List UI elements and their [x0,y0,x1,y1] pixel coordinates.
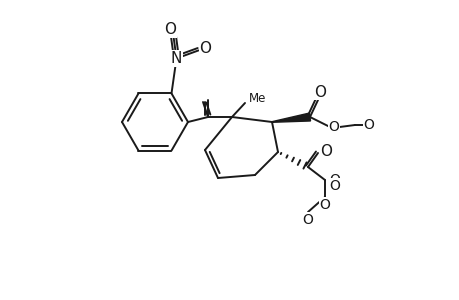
Text: N: N [170,51,182,66]
Text: O: O [328,120,339,134]
Text: O: O [363,118,374,132]
Text: O: O [329,179,340,193]
Text: Me: Me [248,92,266,104]
Text: O: O [319,143,331,158]
Text: O: O [329,173,340,187]
Text: O: O [302,213,313,227]
Text: O: O [199,41,211,56]
Text: O: O [164,22,176,37]
Text: O: O [319,198,330,212]
Polygon shape [271,113,310,122]
Text: O: O [313,85,325,100]
